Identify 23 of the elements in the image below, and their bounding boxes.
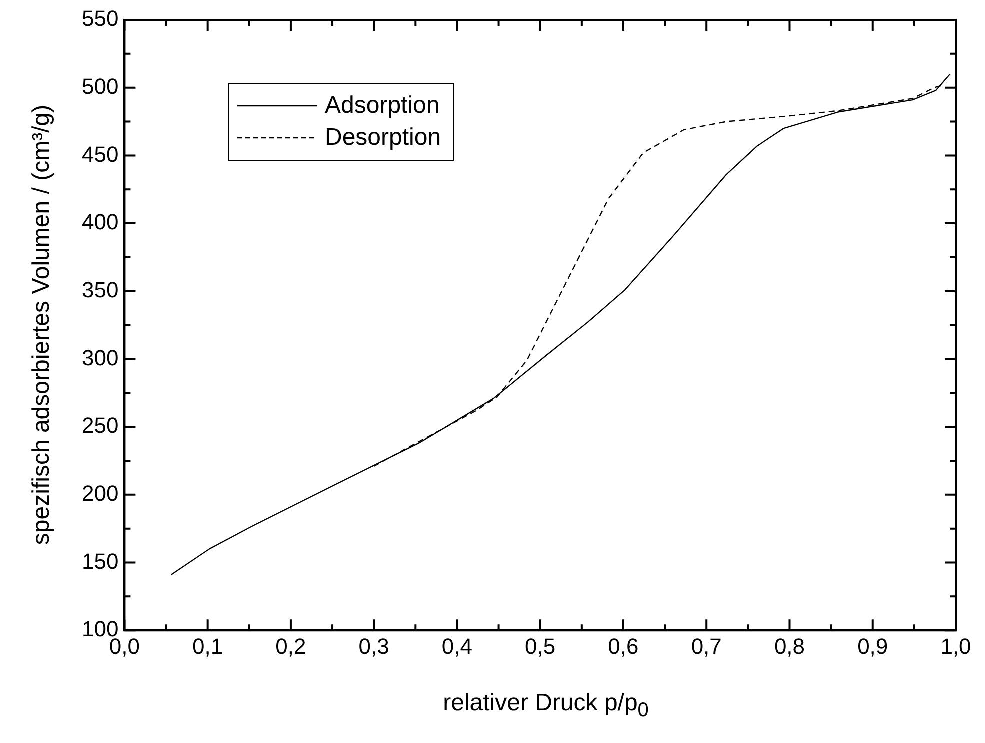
x-tick-label: 0,1	[192, 634, 224, 659]
x-tick-label: 1,0	[940, 634, 972, 659]
x-tick-label: 0,5	[525, 634, 556, 659]
y-tick-label: 350	[82, 277, 119, 302]
y-tick-label: 500	[82, 74, 119, 99]
y-tick-label: 450	[82, 142, 119, 167]
legend-label: Adsorption	[325, 91, 440, 121]
y-tick-label: 550	[82, 6, 119, 32]
y-tick-label: 150	[82, 548, 119, 574]
y-tick-label: 200	[82, 480, 119, 506]
x-tick-label: 0,6	[608, 634, 639, 659]
x-tick-label: 0,2	[276, 634, 306, 659]
x-tick-label: 0,7	[691, 634, 722, 659]
y-tick-label: 250	[82, 413, 119, 438]
y-tick-label: 400	[82, 210, 119, 235]
x-tick-label: 0,4	[442, 634, 473, 659]
x-tick-label: 0,8	[774, 634, 806, 659]
legend-label: Desorption	[325, 123, 442, 153]
x-axis-title: relativer Druck p/p$_{0}$	[443, 690, 649, 722]
y-axis-title: spezifisch adsorbiertes Volumen / (cm³/g)	[28, 104, 56, 546]
x-tick-label: 0,3	[358, 634, 390, 659]
y-tick-label: 300	[82, 345, 119, 370]
x-tick-label: 0,9	[858, 634, 888, 659]
